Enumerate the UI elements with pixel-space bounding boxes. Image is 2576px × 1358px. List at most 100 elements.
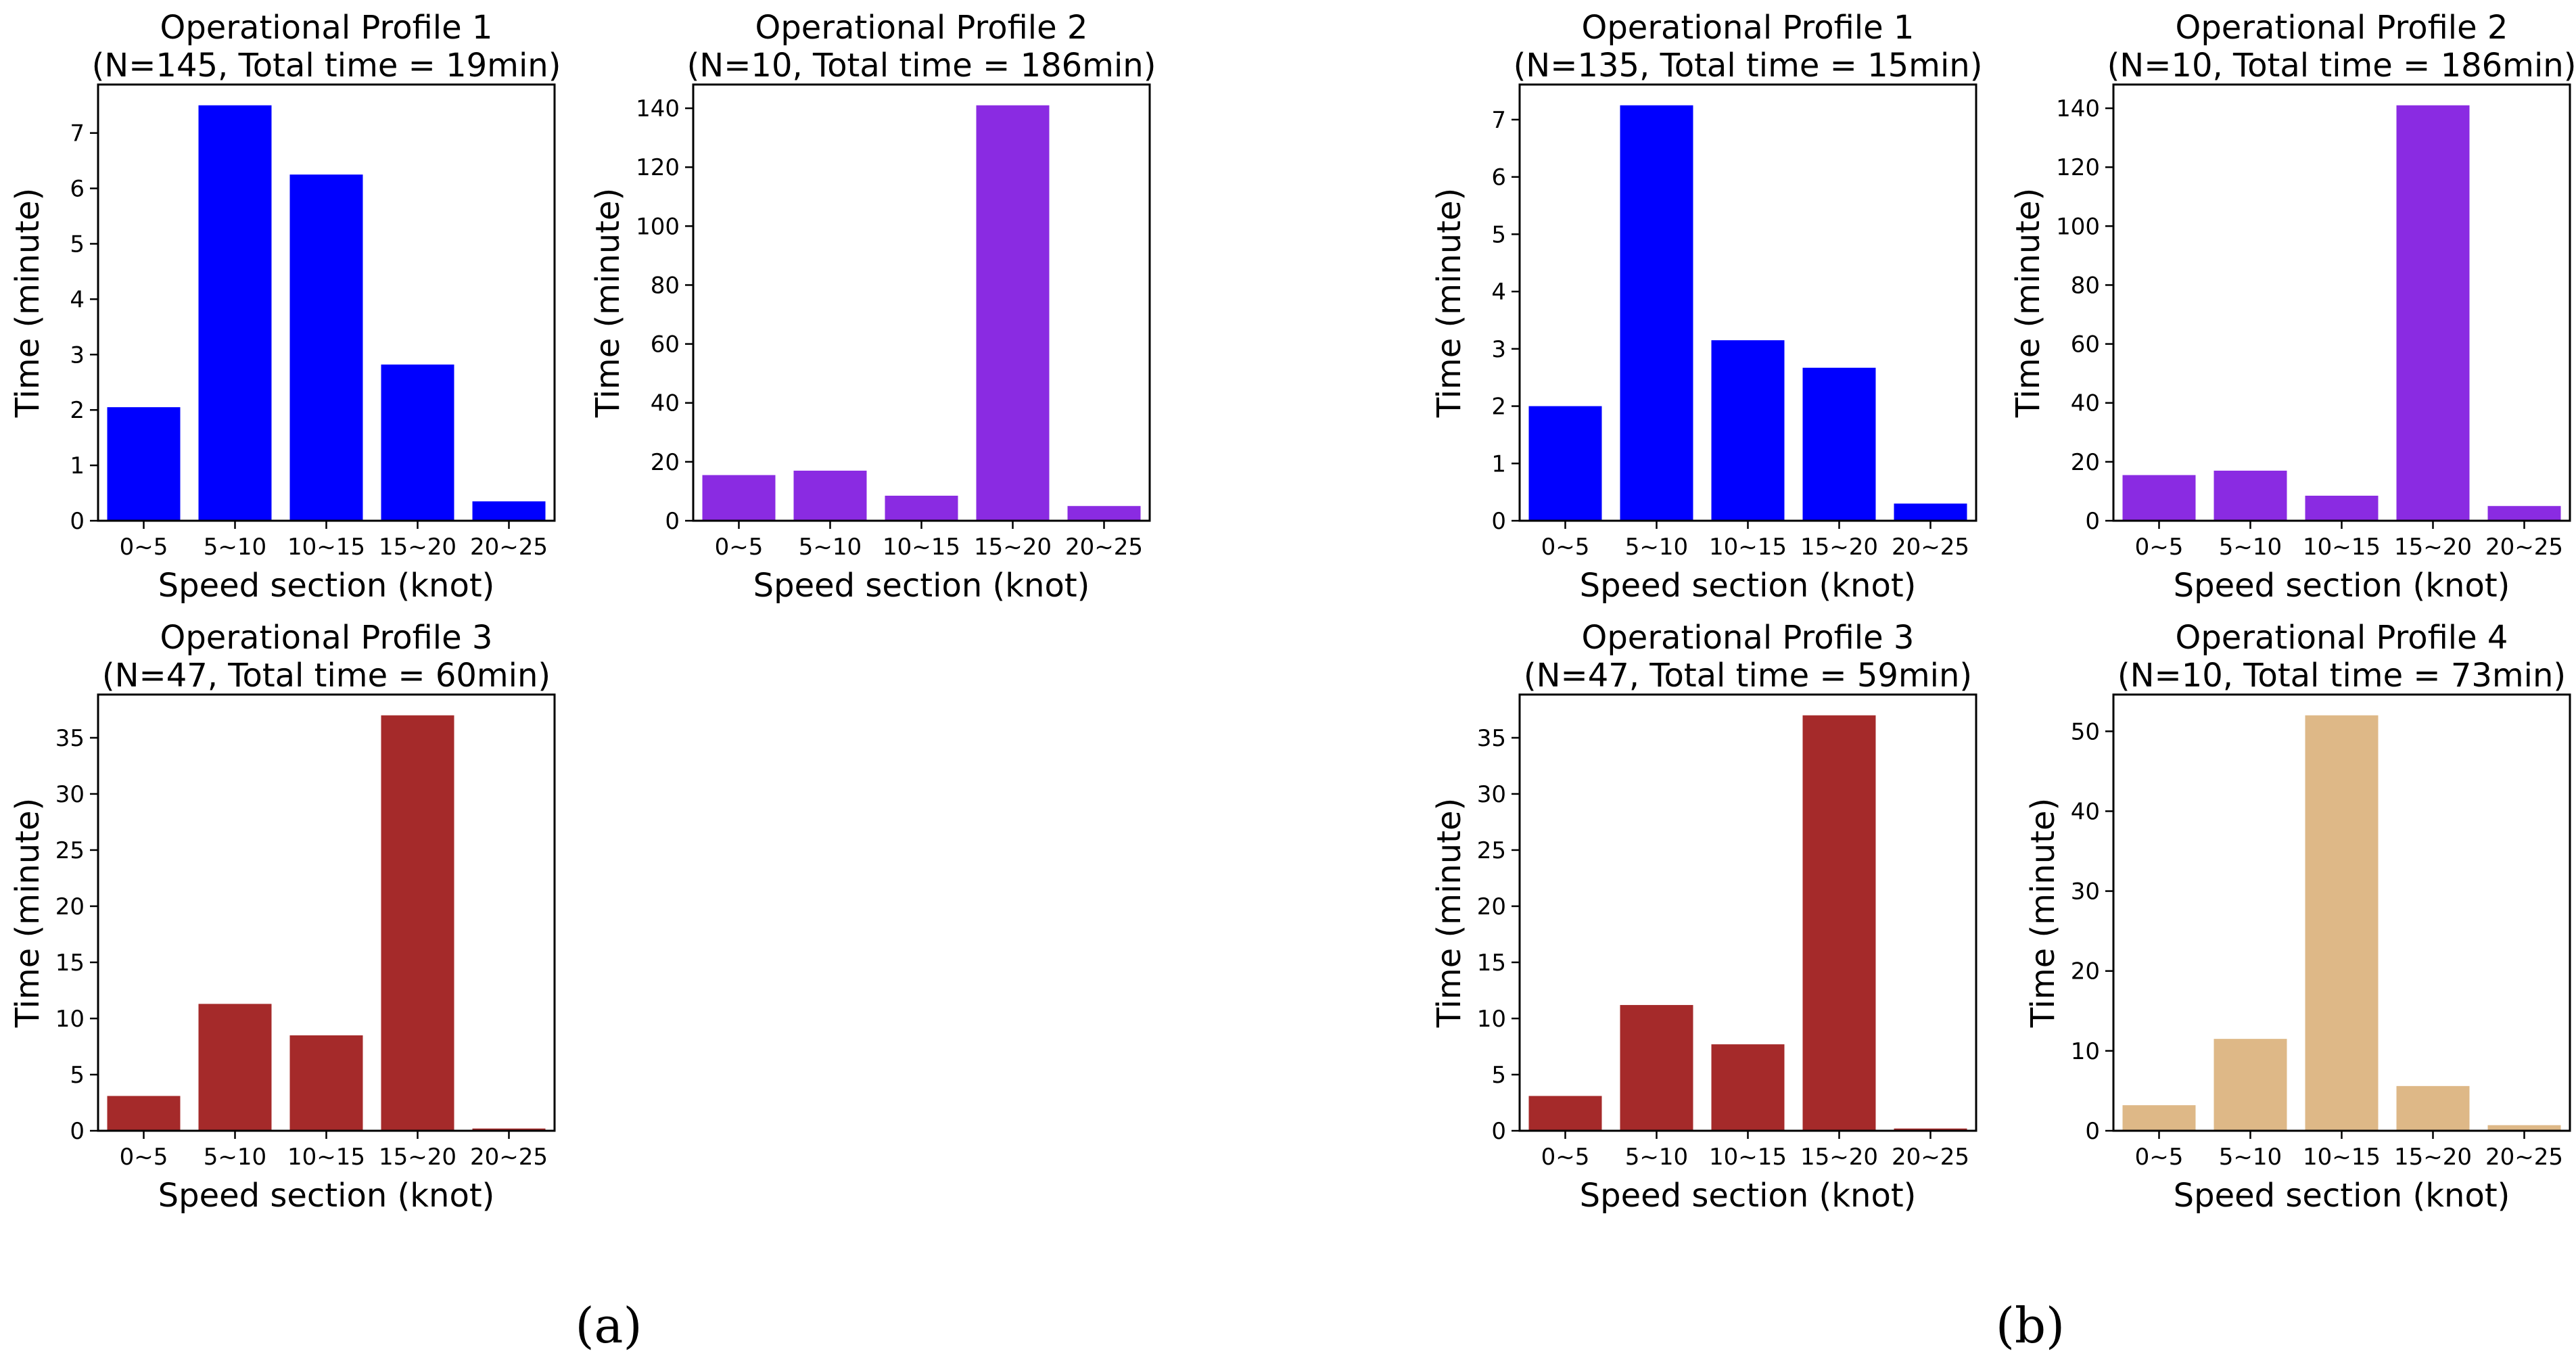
bar-5-to-10: [793, 470, 867, 521]
x-tick-label: 15~20: [2394, 1144, 2472, 1171]
y-tick-label: 40: [2071, 390, 2100, 417]
bar-20-to-25: [472, 501, 546, 521]
plot-frame: [2112, 83, 2571, 522]
chart-title-line2: (N=10, Total time = 186min): [687, 47, 1156, 85]
bar-10-to-15: [885, 495, 958, 521]
bar-10-to-15: [289, 1035, 363, 1131]
y-tick-label: 0: [2085, 508, 2100, 535]
x-tick-label: 15~20: [2394, 534, 2472, 561]
y-tick-label: 0: [70, 1118, 85, 1145]
x-tick-label: 20~25: [1065, 534, 1143, 561]
y-tick-label: 15: [55, 950, 85, 977]
chart-title-line1: Operational Profile 2: [755, 9, 1088, 47]
y-tick-label: 0: [2085, 1118, 2100, 1145]
x-tick-label: 15~20: [974, 534, 1052, 561]
x-tick-label: 10~15: [1709, 1144, 1787, 1171]
chart-a-2: Operational Profile 2(N=10, Total time =…: [589, 9, 1156, 605]
bar-5-to-10: [2214, 470, 2287, 521]
bar-0-to-5: [702, 475, 776, 521]
y-tick-label: 30: [55, 781, 85, 808]
bar-0-to-5: [107, 407, 181, 521]
chart-b-4: Operational Profile 1(N=135, Total time …: [1430, 9, 1982, 605]
x-axis-label: Speed section (knot): [1580, 567, 1917, 605]
y-tick-label: 80: [2071, 272, 2100, 299]
x-axis-label: Speed section (knot): [753, 567, 1090, 605]
x-tick-label: 15~20: [1800, 534, 1878, 561]
y-tick-label: 6: [70, 176, 85, 203]
chart-title-line1: Operational Profile 1: [160, 9, 493, 47]
y-axis-label: Time (minute): [2009, 188, 2047, 418]
y-axis-label: Time (minute): [589, 188, 627, 418]
x-tick-label: 20~25: [1892, 1144, 1969, 1171]
chart-a-1: Operational Profile 1(N=145, Total time …: [9, 9, 561, 605]
x-tick-label: 0~5: [715, 534, 764, 561]
x-axis-label: Speed section (knot): [2174, 1177, 2510, 1215]
x-tick-label: 5~10: [2219, 1144, 2282, 1171]
y-axis-label: Time (minute): [9, 188, 47, 418]
bar-15-to-20: [381, 365, 454, 521]
y-tick-label: 1: [1491, 450, 1506, 477]
y-tick-label: 40: [651, 390, 680, 417]
y-tick-label: 0: [1491, 508, 1506, 535]
bar-0-to-5: [2122, 1105, 2196, 1131]
bar-10-to-15: [289, 174, 363, 521]
x-tick-label: 5~10: [204, 534, 266, 561]
y-tick-label: 35: [55, 725, 85, 752]
x-tick-label: 20~25: [470, 1144, 548, 1171]
x-tick-label: 10~15: [287, 1144, 365, 1171]
x-tick-label: 15~20: [379, 534, 456, 561]
y-tick-label: 10: [2071, 1038, 2100, 1065]
x-tick-label: 20~25: [2485, 534, 2563, 561]
x-tick-label: 5~10: [799, 534, 862, 561]
y-tick-label: 50: [2071, 718, 2100, 745]
y-tick-label: 120: [2056, 154, 2100, 181]
bar-5-to-10: [1620, 105, 1693, 521]
chart-a-3: Operational Profile 3(N=47, Total time =…: [9, 619, 556, 1215]
bar-0-to-5: [107, 1096, 181, 1131]
plot-frame: [692, 83, 1151, 522]
y-tick-label: 10: [55, 1006, 85, 1033]
x-tick-label: 0~5: [2135, 534, 2184, 561]
bar-20-to-25: [1067, 506, 1141, 521]
bar-10-to-15: [2305, 715, 2379, 1131]
y-tick-label: 15: [1477, 950, 1506, 977]
y-axis-label: Time (minute): [2024, 798, 2062, 1028]
bar-15-to-20: [2396, 1085, 2470, 1131]
x-tick-label: 10~15: [883, 534, 960, 561]
x-tick-label: 0~5: [120, 534, 168, 561]
x-tick-label: 0~5: [1541, 1144, 1590, 1171]
y-tick-label: 20: [651, 449, 680, 476]
x-axis-label: Speed section (knot): [158, 567, 495, 605]
x-axis-label: Speed section (knot): [158, 1177, 495, 1215]
bar-20-to-25: [2487, 1125, 2561, 1131]
y-axis-label: Time (minute): [1430, 188, 1468, 418]
y-tick-label: 140: [2056, 95, 2100, 122]
y-tick-label: 140: [636, 95, 680, 122]
bar-15-to-20: [381, 715, 454, 1131]
chart-title-line2: (N=145, Total time = 19min): [92, 47, 561, 85]
y-tick-label: 35: [1477, 725, 1506, 752]
chart-b-2: Operational Profile 3(N=47, Total time =…: [1430, 619, 1977, 1215]
x-tick-label: 10~15: [2303, 534, 2381, 561]
y-tick-label: 30: [1477, 781, 1506, 808]
chart-b-1: Operational Profile 2(N=10, Total time =…: [2009, 9, 2576, 605]
x-tick-label: 5~10: [204, 1144, 266, 1171]
y-tick-label: 20: [2071, 449, 2100, 476]
y-tick-label: 2: [70, 397, 85, 424]
y-tick-label: 10: [1477, 1006, 1506, 1033]
y-tick-label: 7: [1491, 107, 1506, 134]
y-tick-label: 20: [55, 893, 85, 920]
y-tick-label: 6: [1491, 164, 1506, 191]
charts-layer: Operational Profile 1(N=145, Total time …: [9, 9, 2576, 1215]
bar-0-to-5: [2122, 475, 2196, 521]
y-tick-label: 100: [2056, 213, 2100, 240]
chart-title-line2: (N=47, Total time = 59min): [1524, 657, 1972, 695]
chart-title-line1: Operational Profile 2: [2176, 9, 2508, 47]
x-tick-label: 5~10: [1625, 1144, 1688, 1171]
y-tick-label: 25: [55, 837, 85, 864]
y-axis-label: Time (minute): [9, 798, 47, 1028]
bar-10-to-15: [2305, 495, 2379, 521]
y-tick-label: 30: [2071, 879, 2100, 906]
y-tick-label: 5: [1491, 221, 1506, 248]
